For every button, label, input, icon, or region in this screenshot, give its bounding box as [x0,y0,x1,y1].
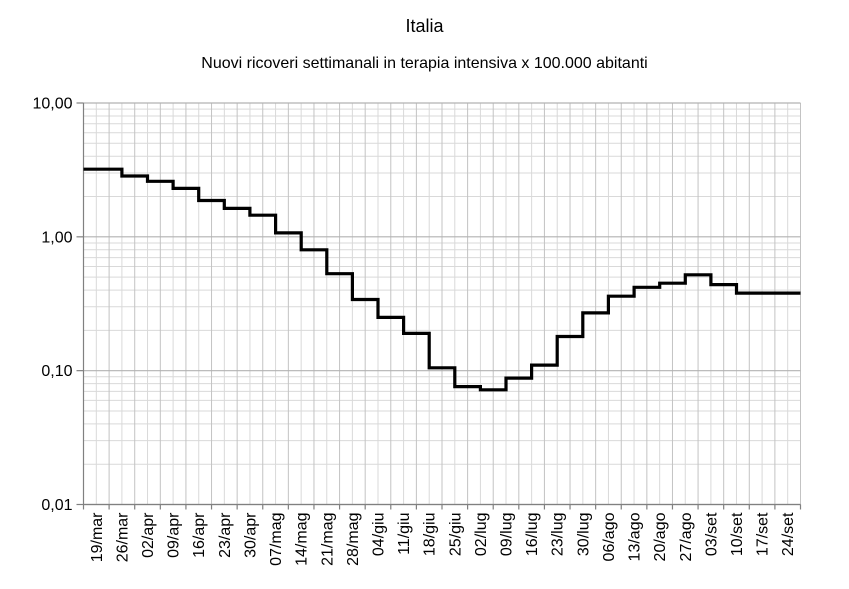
y-tick-label: 10,00 [32,96,72,113]
x-tick-label: 20/ago [652,512,669,561]
x-tick-label: 25/giu [447,513,464,557]
x-tick-label: 30/lug [575,513,592,557]
x-tick-label: 18/giu [422,513,439,557]
x-tick-label: 21/mag [319,513,336,566]
x-tick-label: 28/mag [345,513,362,566]
x-tick-label: 02/lug [473,513,490,557]
y-tick-label: 1,00 [41,229,72,246]
x-tick-label: 24/set [780,512,797,556]
x-tick-label: 17/set [755,512,772,556]
y-tick-label: 0,01 [41,497,72,514]
y-tick-label: 0,10 [41,363,72,380]
x-tick-label: 26/mar [114,512,131,562]
x-tick-label: 07/mag [268,513,285,566]
x-tick-label: 27/ago [678,512,695,561]
x-tick-label: 16/lug [524,513,541,557]
x-tick-label: 11/giu [396,513,413,555]
x-tick-label: 13/ago [627,512,644,561]
x-tick-label: 09/apr [166,512,183,558]
x-tick-label: 06/ago [601,512,618,561]
series-line [83,167,801,392]
x-tick-label: 19/mar [89,512,106,562]
chart-title: Italia [405,16,444,36]
x-tick-label: 04/giu [370,513,387,557]
x-tick-label: 03/set [703,512,720,556]
x-tick-label: 23/lug [550,513,567,557]
chart-subtitle: Nuovi ricoveri settimanali in terapia in… [201,55,648,72]
x-tick-label: 02/apr [140,512,157,558]
x-tick-label: 09/lug [499,513,516,557]
x-tick-label: 16/apr [191,512,208,558]
x-tick-label: 30/apr [242,512,259,558]
x-tick-label: 10/set [729,512,746,556]
x-tick-label: 14/mag [294,513,311,566]
x-tick-label: 23/apr [217,512,234,558]
